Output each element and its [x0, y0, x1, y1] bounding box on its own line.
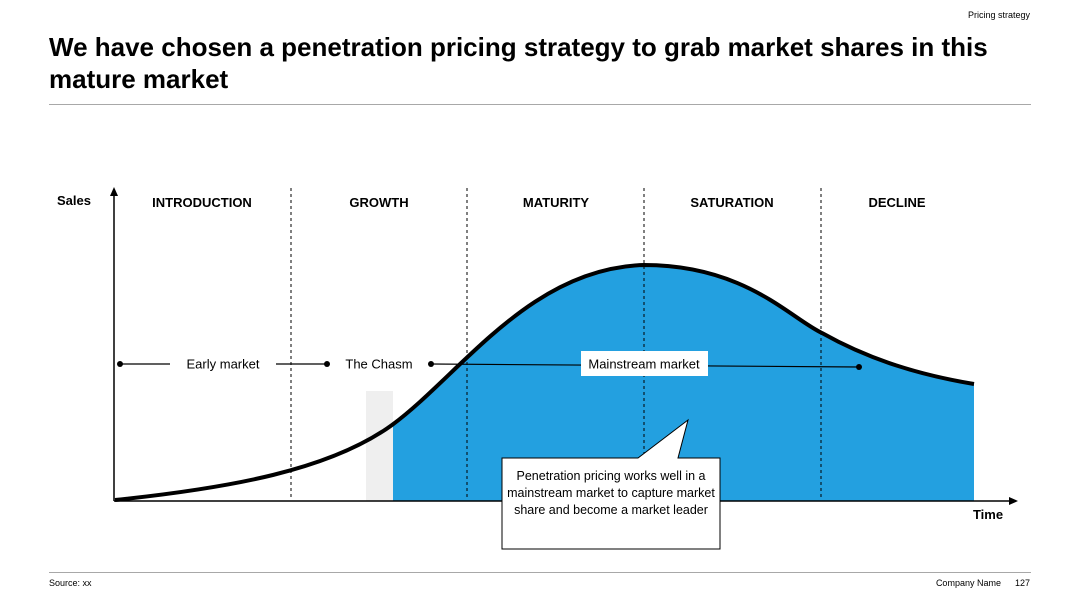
- callout-text: Penetration pricing works well in a main…: [507, 469, 715, 517]
- stage-saturation: SATURATION: [690, 195, 773, 210]
- footer-divider: [49, 572, 1031, 573]
- mainstream-area-fill: [392, 265, 974, 501]
- footer-info: Company Name 127: [922, 578, 1030, 588]
- source-note: Source: xx: [49, 578, 92, 588]
- page-number: 127: [1014, 578, 1030, 588]
- mainstream-end-dot: [856, 364, 862, 370]
- early-market-label: Early market: [187, 357, 260, 372]
- chasm-label: The Chasm: [345, 357, 412, 372]
- y-axis-label: Sales: [57, 193, 91, 208]
- page-title: We have chosen a penetration pricing str…: [49, 32, 988, 94]
- mainstream-start-dot: [428, 361, 434, 367]
- section-label: Pricing strategy: [967, 10, 1030, 20]
- mainstream-label-box: [581, 351, 708, 376]
- title-divider: [49, 104, 1031, 105]
- sales-curve: [114, 262, 975, 502]
- early-market-end-dot: [324, 361, 330, 367]
- x-axis-arrow: [1009, 497, 1018, 505]
- stage-growth: GROWTH: [349, 195, 408, 210]
- company-name: Company Name: [935, 578, 1001, 588]
- stage-headers: INTRODUCTION GROWTH MATURITY SATURATION …: [152, 195, 926, 210]
- stage-dividers: [290, 188, 822, 500]
- chasm-bar: [366, 391, 393, 501]
- early-market-start-dot: [117, 361, 123, 367]
- mainstream-label: Mainstream market: [588, 357, 700, 372]
- stage-decline: DECLINE: [868, 195, 925, 210]
- y-axis-arrow: [110, 187, 118, 196]
- callout-bubble: [501, 418, 721, 550]
- x-axis-label: Time: [973, 507, 1003, 522]
- stage-introduction: INTRODUCTION: [152, 195, 252, 210]
- stage-maturity: MATURITY: [523, 195, 590, 210]
